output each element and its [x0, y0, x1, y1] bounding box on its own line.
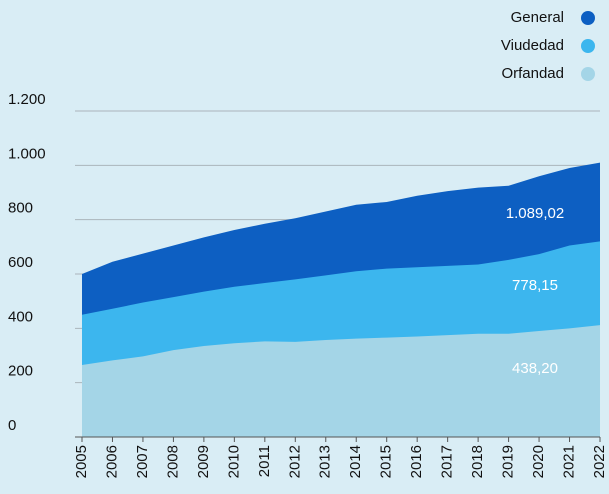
- x-tick-label: 2017: [439, 445, 456, 478]
- x-tick-label: 2015: [378, 445, 395, 478]
- x-tick-label: 2013: [317, 445, 334, 478]
- x-tick-label: 2020: [530, 445, 547, 478]
- y-tick-label: 800: [8, 200, 33, 217]
- y-tick-label: 0: [8, 417, 16, 434]
- y-tick-label: 400: [8, 308, 33, 325]
- x-tick-label: 2008: [164, 445, 181, 478]
- y-tick-label: 600: [8, 254, 33, 271]
- x-tick-label: 2012: [286, 445, 303, 478]
- legend-swatch: [581, 67, 595, 81]
- x-tick-label: 2010: [225, 445, 242, 478]
- x-tick-label: 2019: [500, 445, 517, 478]
- x-tick-label: 2011: [256, 445, 273, 477]
- x-tick-label: 2005: [73, 445, 90, 478]
- legend-label: Orfandad: [501, 65, 564, 82]
- legend-label: Viudedad: [501, 37, 564, 54]
- x-tick-label: 2018: [469, 445, 486, 478]
- x-tick-label: 2006: [103, 445, 120, 478]
- x-tick-label: 2016: [408, 445, 425, 478]
- legend-label: General: [511, 9, 564, 26]
- x-tick-label: 2009: [195, 445, 212, 478]
- area: [82, 325, 600, 437]
- x-tick-label: 2014: [347, 445, 364, 478]
- x-tick-label: 2022: [591, 445, 608, 478]
- annotation: 778,15: [512, 277, 558, 294]
- x-tick-label: 2007: [134, 445, 151, 478]
- x-tick-label: 2021: [560, 445, 577, 478]
- annotation: 1.089,02: [506, 205, 564, 222]
- legend-swatch: [581, 11, 595, 25]
- annotation: 438,20: [512, 360, 558, 377]
- y-tick-label: 200: [8, 363, 33, 380]
- y-tick-label: 1.200: [8, 91, 46, 108]
- legend-swatch: [581, 39, 595, 53]
- y-tick-label: 1.000: [8, 145, 46, 162]
